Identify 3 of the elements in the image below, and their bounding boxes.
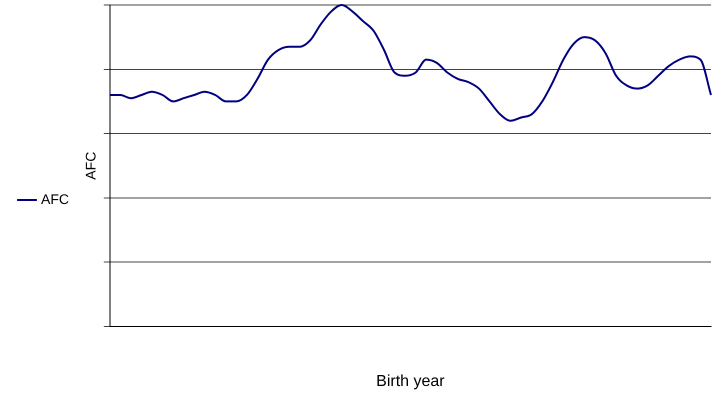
x-axis-title: Birth year	[376, 372, 446, 390]
y-axis-title: AFC	[82, 152, 98, 180]
legend-label: AFC	[41, 190, 69, 207]
